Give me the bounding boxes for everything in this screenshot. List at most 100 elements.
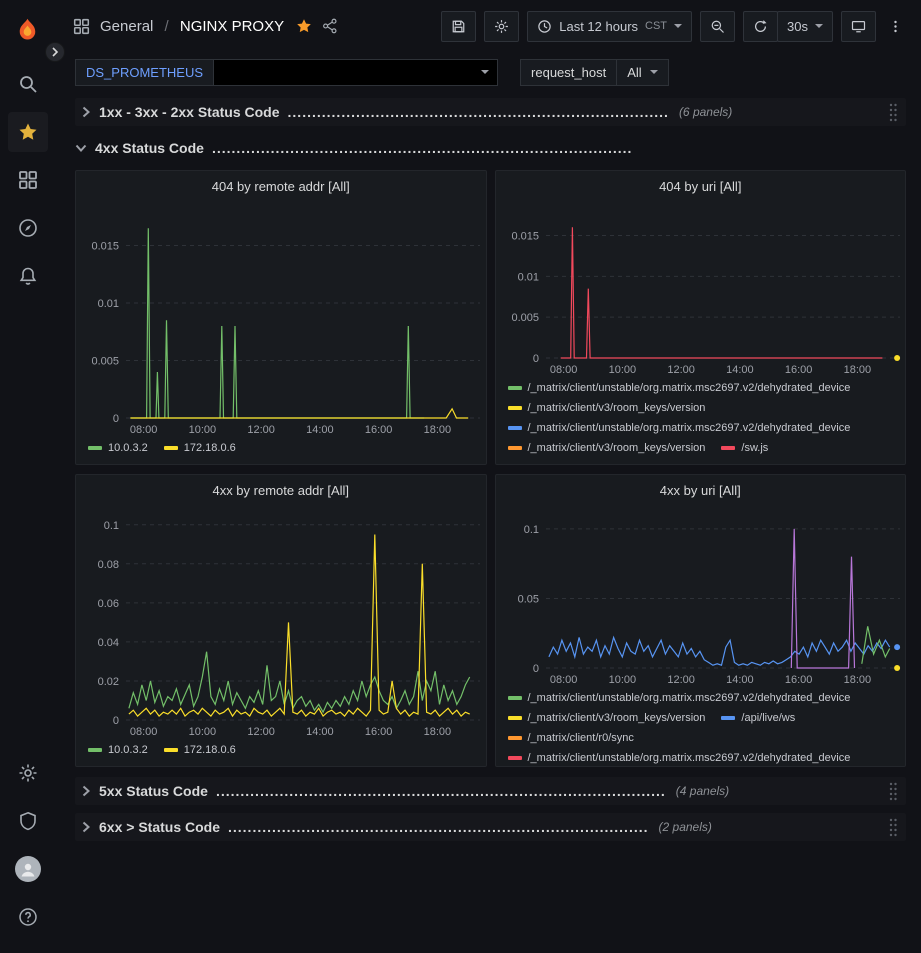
dashboard-settings-button[interactable]	[484, 11, 519, 42]
legend-item[interactable]: /_matrix/client/unstable/org.matrix.msc2…	[508, 688, 851, 708]
legend-item[interactable]: /api/live/ws	[721, 708, 795, 728]
series-color-swatch	[508, 406, 522, 410]
svg-text:18:00: 18:00	[843, 364, 871, 376]
expand-sidebar-button[interactable]	[45, 42, 65, 62]
explore-compass-icon[interactable]	[8, 208, 48, 248]
alerting-bell-icon[interactable]	[8, 256, 48, 296]
refresh-button[interactable]	[743, 11, 778, 42]
timeseries-chart[interactable]: 00.0050.010.01508:0010:0012:0014:0016:00…	[496, 201, 906, 376]
zoom-out-button[interactable]	[700, 11, 735, 42]
row-5xx[interactable]: 5xx Status Code ........................…	[75, 777, 906, 805]
panel-legend: 10.0.3.2 172.18.0.6	[76, 436, 486, 464]
svg-text:10:00: 10:00	[189, 424, 217, 436]
main-area: General / NGINX PROXY Last 12 hours	[55, 0, 921, 953]
svg-text:14:00: 14:00	[306, 726, 334, 738]
series-color-swatch	[508, 716, 522, 720]
legend-item[interactable]: /_matrix/client/v3/room_keys/version	[508, 708, 706, 728]
legend-item[interactable]: 10.0.3.2	[88, 438, 148, 458]
row-4xx[interactable]: 4xx Status Code ........................…	[75, 134, 906, 162]
time-range-picker[interactable]: Last 12 hours CST	[527, 11, 692, 42]
series-color-swatch	[508, 756, 522, 760]
svg-text:0: 0	[532, 663, 538, 675]
row-6xx[interactable]: 6xx > Status Code ......................…	[75, 813, 906, 841]
legend-label: 172.18.0.6	[184, 740, 236, 760]
kebab-menu-button[interactable]	[884, 11, 907, 42]
row-title-dots: ........................................…	[216, 783, 666, 799]
chevron-right-icon	[81, 106, 91, 118]
legend-label: /_matrix/client/unstable/org.matrix.msc2…	[528, 378, 851, 398]
legend-label: /_matrix/client/unstable/org.matrix.msc2…	[528, 748, 851, 766]
panel-title[interactable]: 4xx by uri [All]	[496, 475, 906, 505]
svg-text:16:00: 16:00	[784, 364, 812, 376]
svg-text:08:00: 08:00	[130, 726, 158, 738]
breadcrumb-folder[interactable]: General	[100, 18, 153, 35]
svg-text:18:00: 18:00	[424, 424, 452, 436]
legend-item[interactable]: /_matrix/client/unstable/org.matrix.msc2…	[508, 748, 851, 766]
svg-text:12:00: 12:00	[247, 726, 275, 738]
legend-item[interactable]: /_matrix/client/v3/room_keys/version	[508, 438, 706, 458]
save-dashboard-button[interactable]	[441, 11, 476, 42]
apps-grid-icon[interactable]	[73, 18, 90, 35]
grafana-logo[interactable]	[8, 10, 48, 50]
timeseries-chart[interactable]: 00.050.108:0010:0012:0014:0016:0018:00	[496, 505, 906, 686]
refresh-group: 30s	[743, 11, 833, 42]
panel-title[interactable]: 4xx by remote addr [All]	[76, 475, 486, 505]
row-title: 4xx Status Code	[95, 140, 204, 156]
timeseries-chart[interactable]: 00.0050.010.01508:0010:0012:0014:0016:00…	[76, 201, 486, 436]
series-color-swatch	[508, 736, 522, 740]
refresh-interval-dropdown[interactable]: 30s	[777, 11, 833, 42]
timeseries-chart[interactable]: 00.020.040.060.080.108:0010:0012:0014:00…	[76, 505, 486, 738]
svg-text:14:00: 14:00	[306, 424, 334, 436]
user-avatar[interactable]	[8, 849, 48, 889]
cycle-view-mode-button[interactable]	[841, 11, 876, 42]
dashboard-title[interactable]: NGINX PROXY	[180, 18, 284, 35]
row-1xx-3xx-2xx[interactable]: 1xx - 3xx - 2xx Status Code ............…	[75, 98, 906, 126]
svg-text:0.1: 0.1	[523, 524, 538, 536]
series-color-swatch	[508, 696, 522, 700]
sidebar-bottom-group	[8, 753, 48, 945]
starred-dashboards-icon[interactable]	[8, 112, 48, 152]
series-color-swatch	[508, 446, 522, 450]
row-drag-handle[interactable]	[888, 102, 900, 122]
panel-title[interactable]: 404 by uri [All]	[496, 171, 906, 201]
row-title-dots: ........................................…	[228, 819, 649, 835]
row-drag-handle[interactable]	[888, 781, 900, 801]
legend-item[interactable]: /_matrix/client/unstable/org.matrix.msc2…	[508, 418, 851, 438]
server-admin-shield-icon[interactable]	[8, 801, 48, 841]
legend-label: 172.18.0.6	[184, 438, 236, 458]
svg-text:0.015: 0.015	[511, 231, 539, 243]
legend-item[interactable]: /_matrix/client/v3/room_keys/version	[508, 398, 706, 418]
request-host-select[interactable]: All	[616, 59, 668, 86]
svg-text:08:00: 08:00	[549, 674, 577, 686]
datasource-variable-label[interactable]: DS_PROMETHEUS	[75, 59, 213, 86]
share-icon[interactable]	[322, 18, 338, 34]
svg-text:12:00: 12:00	[667, 674, 695, 686]
legend-item[interactable]: 172.18.0.6	[164, 438, 236, 458]
help-icon[interactable]	[8, 897, 48, 937]
svg-text:0: 0	[113, 413, 119, 425]
row-drag-handle[interactable]	[888, 817, 900, 837]
search-icon[interactable]	[8, 64, 48, 104]
svg-text:0.04: 0.04	[98, 637, 119, 649]
svg-text:18:00: 18:00	[424, 726, 452, 738]
dashboard-canvas: 1xx - 3xx - 2xx Status Code ............…	[55, 92, 921, 953]
svg-text:10:00: 10:00	[608, 674, 636, 686]
svg-text:08:00: 08:00	[130, 424, 158, 436]
legend-item[interactable]: /_matrix/client/r0/sync	[508, 728, 634, 748]
legend-item[interactable]: /sw.js	[721, 438, 768, 458]
caret-down-icon	[674, 24, 682, 28]
caret-down-icon	[481, 70, 489, 74]
request-host-variable-label[interactable]: request_host	[520, 59, 616, 86]
dashboards-icon[interactable]	[8, 160, 48, 200]
settings-gear-icon[interactable]	[8, 753, 48, 793]
favorite-star-icon[interactable]	[296, 18, 312, 34]
panel-title[interactable]: 404 by remote addr [All]	[76, 171, 486, 201]
legend-item[interactable]: /_matrix/client/unstable/org.matrix.msc2…	[508, 378, 851, 398]
panel-404-by-remote-addr: 404 by remote addr [All] 00.0050.010.015…	[75, 170, 487, 465]
legend-item[interactable]: 10.0.3.2	[88, 740, 148, 760]
svg-text:0.005: 0.005	[511, 312, 539, 324]
legend-item[interactable]: 172.18.0.6	[164, 740, 236, 760]
variables-bar: DS_PROMETHEUS request_host All	[55, 52, 921, 92]
datasource-select[interactable]	[213, 59, 498, 86]
svg-text:14:00: 14:00	[726, 674, 754, 686]
